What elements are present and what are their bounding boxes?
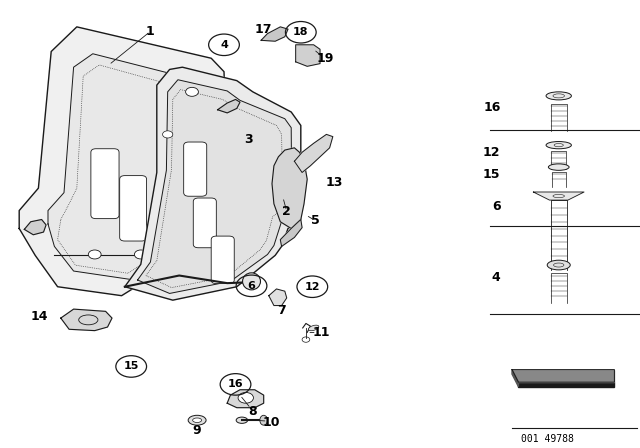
FancyBboxPatch shape <box>211 236 234 284</box>
Ellipse shape <box>308 325 319 331</box>
FancyBboxPatch shape <box>193 198 216 248</box>
Polygon shape <box>294 134 333 172</box>
Circle shape <box>186 87 198 96</box>
Text: 13: 13 <box>325 176 343 190</box>
Text: 16: 16 <box>483 101 500 114</box>
Circle shape <box>88 250 101 259</box>
Polygon shape <box>261 27 288 41</box>
Polygon shape <box>533 192 584 200</box>
FancyBboxPatch shape <box>184 142 207 196</box>
Text: 15: 15 <box>483 168 500 181</box>
Ellipse shape <box>260 415 268 425</box>
Circle shape <box>163 131 173 138</box>
Text: 14: 14 <box>31 310 49 323</box>
Polygon shape <box>280 220 302 246</box>
Text: 8: 8 <box>248 405 257 418</box>
Ellipse shape <box>546 142 572 149</box>
Circle shape <box>238 392 253 403</box>
Text: 15: 15 <box>124 362 139 371</box>
Polygon shape <box>512 370 614 382</box>
Text: 001 49788: 001 49788 <box>521 434 573 444</box>
Text: 7: 7 <box>277 303 286 317</box>
Ellipse shape <box>548 164 569 170</box>
Polygon shape <box>269 289 287 306</box>
Ellipse shape <box>243 273 260 290</box>
Ellipse shape <box>193 418 202 422</box>
Ellipse shape <box>546 92 572 100</box>
Ellipse shape <box>547 260 570 270</box>
Polygon shape <box>218 99 240 113</box>
Ellipse shape <box>188 415 206 425</box>
Ellipse shape <box>236 417 248 423</box>
Polygon shape <box>48 54 211 280</box>
Text: 19: 19 <box>316 52 334 65</box>
Text: 12: 12 <box>305 282 320 292</box>
Text: 16: 16 <box>228 379 243 389</box>
FancyBboxPatch shape <box>120 176 147 241</box>
Polygon shape <box>138 80 292 293</box>
Polygon shape <box>19 27 227 296</box>
Text: 4: 4 <box>220 40 228 50</box>
Polygon shape <box>512 370 518 387</box>
Polygon shape <box>272 148 307 228</box>
Text: 2: 2 <box>282 205 291 218</box>
Text: 1: 1 <box>146 25 155 38</box>
Text: 6: 6 <box>492 199 500 213</box>
FancyBboxPatch shape <box>91 149 119 219</box>
Text: 12: 12 <box>483 146 500 159</box>
Text: 3: 3 <box>244 133 253 146</box>
Text: 17: 17 <box>255 22 273 36</box>
Text: 9: 9 <box>193 423 202 437</box>
Polygon shape <box>296 45 320 66</box>
Polygon shape <box>125 67 301 300</box>
Text: 10: 10 <box>262 415 280 429</box>
Text: 6: 6 <box>248 281 255 291</box>
Text: 4: 4 <box>492 271 500 284</box>
Text: 18: 18 <box>293 27 308 37</box>
Polygon shape <box>24 220 46 235</box>
Polygon shape <box>227 390 264 408</box>
Polygon shape <box>518 382 614 387</box>
Polygon shape <box>61 309 112 331</box>
Circle shape <box>134 250 147 259</box>
Text: 11: 11 <box>312 326 330 339</box>
Text: 5: 5 <box>310 214 319 227</box>
